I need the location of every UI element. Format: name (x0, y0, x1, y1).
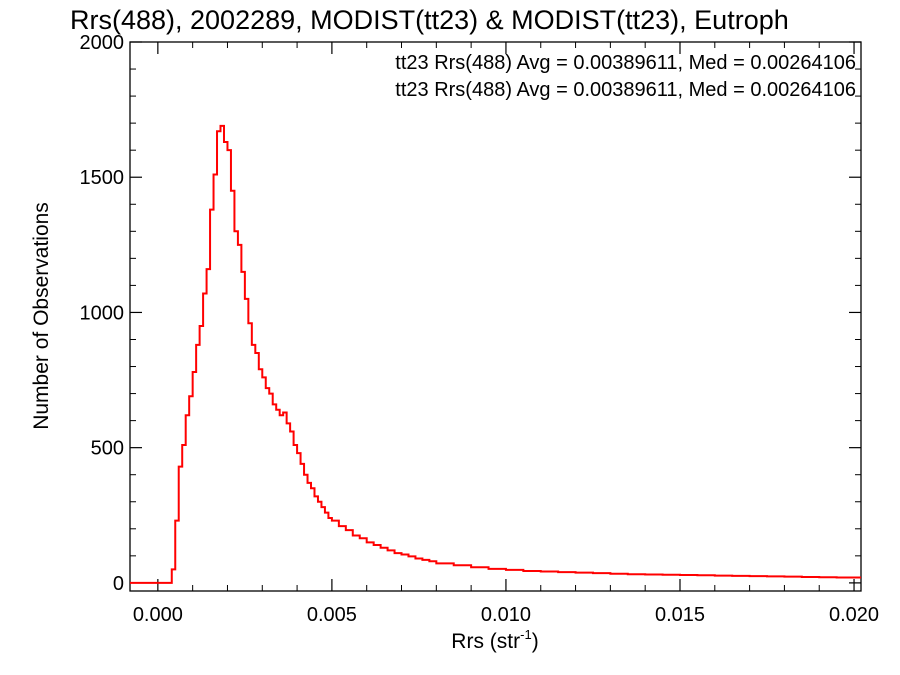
series-line (130, 124, 861, 584)
plot-frame (129, 41, 862, 592)
y-tick-label: 500 (91, 438, 124, 460)
series-layer (130, 124, 861, 584)
y-tick-label: 1500 (80, 167, 125, 189)
y-axis-ticks: 0 500 1000 1500 2000 (80, 32, 861, 595)
legend-entry-1: tt23 Rrs(488) Avg = 0.00389611, Med = 0.… (395, 52, 856, 74)
y-tick-label: 2000 (80, 32, 125, 54)
x-axis-label: Rrs (str-1) (451, 627, 538, 653)
y-axis-label: Number of Observations (30, 202, 53, 430)
chart-title: Rrs(488), 2002289, MODIST(tt23) & MODIST… (70, 5, 789, 35)
x-axis-label-main: Rrs (str (451, 630, 520, 653)
x-tick-label: 0.015 (655, 604, 705, 626)
legend-entry-2: tt23 Rrs(488) Avg = 0.00389611, Med = 0.… (395, 79, 856, 101)
x-tick-label: 0.005 (307, 604, 357, 626)
x-axis-ticks: 0.000 0.005 0.010 0.015 0.020 (133, 42, 879, 626)
x-tick-label: 0.020 (829, 604, 879, 626)
x-tick-label: 0.000 (133, 604, 183, 626)
y-tick-label: 0 (113, 573, 124, 595)
x-axis-label-superscript: -1 (520, 627, 532, 642)
x-tick-label: 0.010 (481, 604, 531, 626)
x-axis-label-close: ) (532, 630, 539, 653)
y-tick-label: 1000 (80, 302, 125, 324)
